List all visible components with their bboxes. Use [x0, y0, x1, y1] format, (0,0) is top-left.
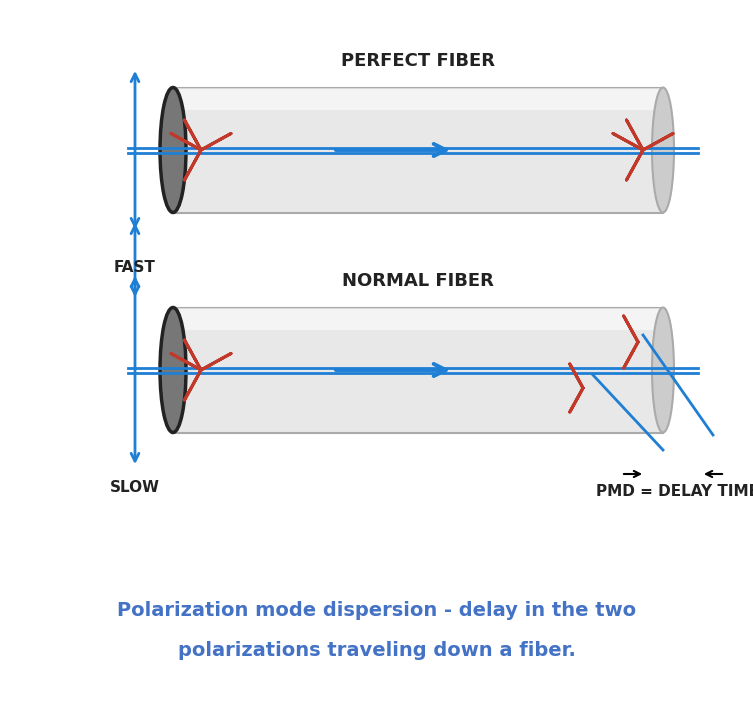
Text: polarizations traveling down a fiber.: polarizations traveling down a fiber. — [178, 641, 576, 660]
Text: Polarization mode dispersion - delay in the two: Polarization mode dispersion - delay in … — [117, 601, 636, 620]
Text: NORMAL FIBER: NORMAL FIBER — [342, 272, 494, 290]
Text: PERFECT FIBER: PERFECT FIBER — [341, 52, 495, 70]
Bar — [173, 308, 663, 432]
Ellipse shape — [652, 308, 674, 432]
Bar — [173, 87, 663, 110]
Text: FAST: FAST — [114, 260, 156, 275]
Bar — [173, 308, 663, 330]
Text: SLOW: SLOW — [110, 480, 160, 495]
Ellipse shape — [652, 87, 674, 213]
Text: PMD = DELAY TIME: PMD = DELAY TIME — [596, 484, 753, 500]
Bar — [173, 87, 663, 213]
Ellipse shape — [160, 87, 186, 213]
Ellipse shape — [160, 308, 186, 432]
